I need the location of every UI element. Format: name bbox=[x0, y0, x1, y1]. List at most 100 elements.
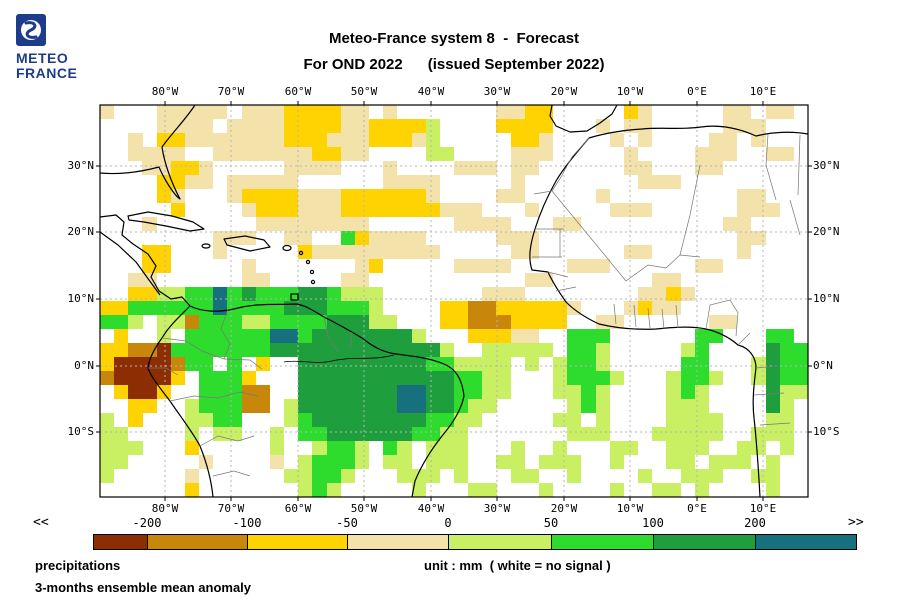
anomaly-cell bbox=[397, 231, 412, 246]
colorbar-right-arrow: >> bbox=[848, 515, 864, 530]
anomaly-cell bbox=[425, 203, 440, 218]
antilles-island bbox=[310, 279, 316, 285]
anomaly-cell bbox=[793, 357, 809, 372]
anomaly-cell bbox=[425, 385, 440, 400]
colorbar-segment bbox=[148, 535, 248, 549]
anomaly-cell bbox=[156, 301, 171, 316]
trinidad-island bbox=[290, 293, 299, 301]
logo-text-france: FRANCE bbox=[16, 65, 78, 81]
anomaly-cell bbox=[397, 329, 412, 344]
anomaly-cell bbox=[326, 441, 341, 456]
anomaly-cell bbox=[241, 287, 256, 302]
anomaly-cell bbox=[468, 371, 483, 386]
anomaly-cell bbox=[708, 413, 724, 428]
anomaly-cell bbox=[567, 343, 582, 358]
anomaly-cell bbox=[312, 483, 327, 498]
anomaly-cell bbox=[723, 133, 738, 148]
anomaly-cell bbox=[199, 399, 214, 414]
anomaly-cell bbox=[411, 371, 426, 386]
anomaly-cell bbox=[184, 287, 200, 302]
lat-tick-label-left: 20°N bbox=[67, 225, 95, 238]
hispaniola-island bbox=[223, 235, 271, 252]
anomaly-cell bbox=[340, 245, 355, 260]
anomaly-cell bbox=[482, 259, 497, 274]
anomaly-cell bbox=[241, 105, 256, 120]
anomaly-cell bbox=[156, 259, 171, 274]
anomaly-cell bbox=[269, 133, 285, 148]
anomaly-cell bbox=[326, 217, 341, 232]
anomaly-cell bbox=[751, 441, 766, 456]
anomaly-cell bbox=[312, 203, 327, 218]
anomaly-cell bbox=[284, 399, 299, 414]
anomaly-cell bbox=[666, 385, 681, 400]
anomaly-cell bbox=[114, 385, 129, 400]
anomaly-cell bbox=[241, 371, 256, 386]
anomaly-cell bbox=[340, 133, 355, 148]
anomaly-cell bbox=[468, 385, 483, 400]
antilles-island bbox=[305, 259, 311, 265]
anomaly-cell bbox=[737, 203, 752, 218]
anomaly-cell bbox=[369, 203, 384, 218]
anomaly-cell bbox=[354, 329, 370, 344]
south-america-north-east-coast bbox=[189, 303, 465, 498]
anomaly-cell bbox=[100, 413, 115, 428]
anomaly-cell bbox=[581, 371, 596, 386]
anomaly-cell bbox=[454, 385, 469, 400]
anomaly-cell bbox=[708, 133, 724, 148]
lon-tick-label-bottom: 50°W bbox=[350, 502, 378, 515]
anomaly-cell bbox=[284, 469, 299, 484]
iberia-coast bbox=[549, 104, 618, 133]
anomaly-cell bbox=[100, 455, 115, 470]
anomaly-cell bbox=[411, 343, 426, 358]
anomaly-cell bbox=[779, 329, 794, 344]
anomaly-cell bbox=[199, 119, 214, 134]
anomaly-cell bbox=[298, 329, 313, 344]
anomaly-cell bbox=[680, 427, 695, 442]
anomaly-cell bbox=[694, 441, 709, 456]
anomaly-cell bbox=[383, 245, 398, 260]
anomaly-cell bbox=[425, 133, 440, 148]
anomaly-cell bbox=[369, 357, 384, 372]
anomaly-cell bbox=[326, 245, 341, 260]
anomaly-cell bbox=[454, 413, 469, 428]
title-block: Meteo-France system 8 - Forecast For OND… bbox=[100, 26, 808, 78]
anomaly-cell bbox=[425, 189, 440, 204]
anomaly-cell bbox=[652, 273, 667, 288]
anomaly-cell bbox=[312, 357, 327, 372]
anomaly-cell bbox=[369, 413, 384, 428]
anomaly-cell bbox=[454, 161, 469, 176]
anomaly-cell bbox=[100, 301, 115, 316]
anomaly-cell bbox=[298, 231, 313, 246]
anomaly-cell bbox=[128, 413, 143, 428]
anomaly-cell bbox=[666, 483, 681, 498]
anomaly-cell bbox=[170, 357, 185, 372]
anomaly-cell bbox=[298, 371, 313, 386]
anomaly-cell bbox=[482, 161, 497, 176]
anomaly-cell bbox=[142, 217, 157, 232]
colorbar-tick-label: -50 bbox=[336, 516, 358, 530]
anomaly-cell bbox=[510, 301, 525, 316]
lat-tick-label-right: 30°N bbox=[813, 159, 840, 172]
anomaly-cell bbox=[567, 413, 582, 428]
anomaly-cell bbox=[623, 441, 639, 456]
anomaly-cell bbox=[638, 161, 653, 176]
anomaly-cell bbox=[241, 189, 256, 204]
lon-tick-label-top: 20°W bbox=[550, 85, 578, 98]
anomaly-cell bbox=[312, 427, 327, 442]
anomaly-cell bbox=[680, 385, 695, 400]
anomaly-cell bbox=[468, 203, 483, 218]
anomaly-cell bbox=[737, 441, 752, 456]
anomaly-cell bbox=[354, 147, 370, 162]
anomaly-cell bbox=[439, 343, 455, 358]
anomaly-cell bbox=[638, 133, 653, 148]
anomaly-cell bbox=[284, 413, 299, 428]
anomaly-cell bbox=[581, 399, 596, 414]
anomaly-cell bbox=[269, 287, 285, 302]
anomaly-cell bbox=[425, 399, 440, 414]
anomaly-cell bbox=[156, 119, 171, 134]
lon-tick-label-top: 10°E bbox=[749, 85, 777, 98]
anomaly-cell bbox=[666, 455, 681, 470]
anomaly-cell bbox=[779, 441, 794, 456]
anomaly-cell bbox=[354, 273, 370, 288]
anomaly-cell bbox=[694, 371, 709, 386]
